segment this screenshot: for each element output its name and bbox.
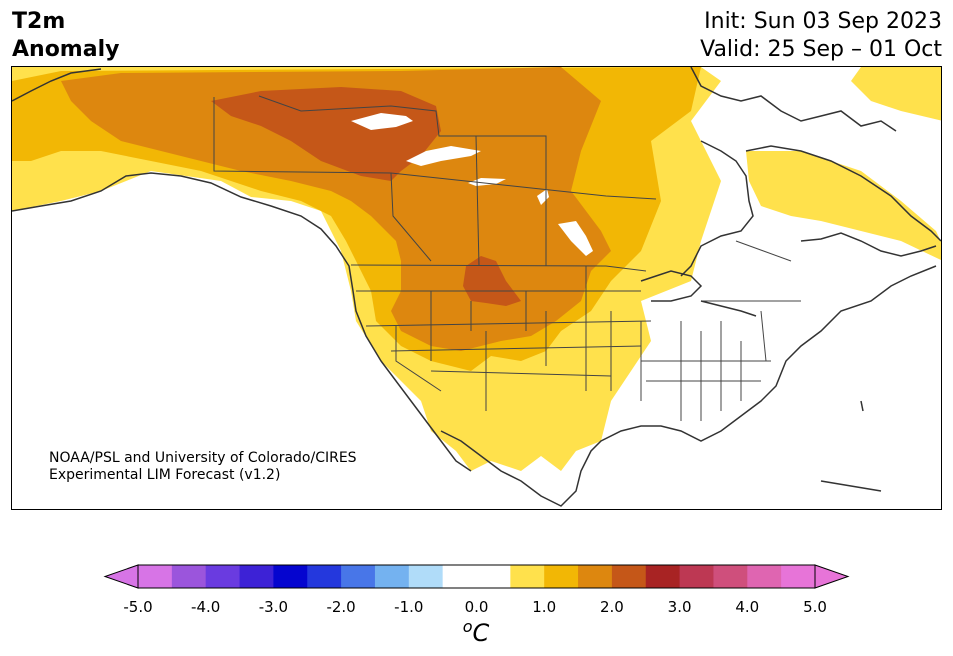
colorbar-tick-label: 5.0: [803, 598, 827, 616]
political-borders: [213, 95, 801, 421]
colorbar-tick-label: 2.0: [599, 598, 624, 616]
colorbar-cell: [374, 565, 410, 588]
colorbar-cells: [138, 565, 816, 588]
colorbar-over-arrow: [814, 564, 850, 589]
forecast-dates: Init: Sun 03 Sep 2023 Valid: 25 Sep – 01…: [700, 8, 942, 64]
colorbar-unit: oC: [463, 617, 490, 647]
lake-great-bear: [351, 113, 413, 130]
colorbar-tick-label: 4.0: [735, 598, 760, 616]
colorbar-tick-label: -3.0: [258, 598, 289, 616]
colorbar-cell: [138, 565, 173, 588]
title-line-1: T2m: [12, 9, 66, 34]
unit-degree: o: [462, 617, 473, 636]
init-date: Init: Sun 03 Sep 2023: [704, 9, 942, 34]
map-title: T2m Anomaly: [12, 8, 119, 64]
colorbar-tick-label: 3.0: [667, 598, 692, 616]
colorbar-tick-label: 1.0: [532, 598, 557, 616]
anomaly-light-warm-east: [746, 151, 941, 261]
anomaly-hottest-north: [211, 87, 441, 181]
anomaly-map: [11, 66, 942, 510]
colorbar-tick-label: 0.0: [464, 598, 489, 616]
colorbar-cell: [578, 565, 613, 588]
colorbar-cell: [205, 565, 241, 588]
lake-winnipeg: [558, 221, 593, 256]
colorbar-tick-label: -2.0: [326, 598, 356, 616]
colorbar-under-arrow: [103, 564, 139, 589]
lake-great-slave: [406, 146, 481, 166]
valid-date: Valid: 25 Sep – 01 Oct: [700, 37, 942, 62]
colorbar-tick-label: -1.0: [394, 598, 424, 616]
colorbar-tick-label: -5.0: [123, 598, 153, 616]
colorbar-cell: [408, 565, 444, 588]
colorbar-cell: [442, 565, 477, 588]
anomaly-light-warm-ne: [851, 67, 941, 121]
colorbar-cell: [747, 565, 782, 588]
colorbar-outline: [137, 564, 816, 589]
colorbar-cell: [341, 565, 376, 588]
map-svg: [12, 67, 941, 509]
title-line-2: Anomaly: [12, 37, 120, 62]
colorbar-cell: [679, 565, 714, 588]
colorbar-cell: [273, 565, 308, 588]
colorbar-cell: [307, 565, 342, 588]
colorbar-cell: [645, 565, 681, 588]
colorbar-cell: [781, 565, 816, 588]
colorbar-cell: [544, 565, 579, 588]
colorbar-tick-label: -4.0: [191, 598, 221, 616]
credit-text: NOAA/PSL and University of Colorado/CIRE…: [49, 450, 357, 484]
credit-line-2: Experimental LIM Forecast (v1.2): [49, 467, 281, 483]
colorbar: [103, 564, 850, 589]
colorbar-cell: [713, 565, 748, 588]
colorbar-cell: [611, 565, 647, 588]
colorbar-cell: [476, 565, 511, 588]
colorbar-cell: [239, 565, 274, 588]
unit-symbol: C: [472, 619, 490, 647]
colorbar-cell: [510, 565, 545, 588]
coastlines: [12, 67, 941, 507]
colorbar-cell: [171, 565, 207, 588]
credit-line-1: NOAA/PSL and University of Colorado/CIRE…: [49, 450, 357, 466]
anomaly-hottest-plains: [463, 256, 521, 306]
